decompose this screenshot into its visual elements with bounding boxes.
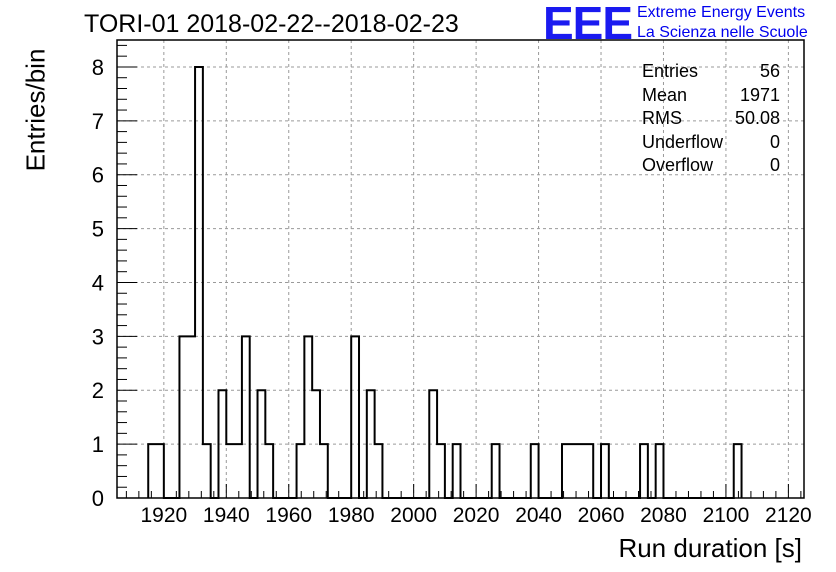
y-tick-label: 2 xyxy=(92,378,104,403)
stat-label: Entries xyxy=(642,61,699,81)
stat-underflow: Underflow 0 xyxy=(642,131,780,155)
x-tick-label: 1940 xyxy=(203,504,250,527)
plot-frame xyxy=(116,39,805,499)
stat-value: 0 xyxy=(769,155,780,175)
logo-line-2: La Scienza nelle Scuole xyxy=(637,24,808,41)
histogram-bin xyxy=(375,444,383,498)
stat-label: Overflow xyxy=(642,155,714,175)
histogram-bin xyxy=(148,444,156,498)
stat-label: Underflow xyxy=(642,131,724,152)
histogram-bin xyxy=(297,444,305,498)
x-axis-label: Run duration [s] xyxy=(618,533,802,563)
y-tick-label: 6 xyxy=(92,163,104,188)
x-tick-label: 2040 xyxy=(515,504,562,527)
stat-rms: RMS 50.08 xyxy=(642,107,780,131)
y-tick-label: 8 xyxy=(92,55,104,80)
stat-mean: Mean 1971 xyxy=(642,84,780,108)
histogram-bin xyxy=(585,444,593,498)
x-tick-label: 1960 xyxy=(265,504,312,527)
grid-lines xyxy=(117,40,804,498)
histogram-bin xyxy=(531,444,539,498)
histogram-bin xyxy=(179,336,187,498)
x-tick-label: 2020 xyxy=(453,504,500,527)
histogram-bin xyxy=(562,444,570,498)
y-tick-label: 7 xyxy=(92,109,104,134)
eee-logo: EEE xyxy=(543,0,633,49)
histogram-bin xyxy=(265,444,273,498)
stat-entries: Entries 56 xyxy=(642,60,780,84)
histogram-bin xyxy=(320,444,328,498)
histogram-bin xyxy=(570,444,578,498)
axis-ticks: 1920 1940 1960 1980 2000 2020 2040 2060 2080 2100… xyxy=(92,44,812,527)
stat-overflow: Overflow 0 xyxy=(642,154,780,178)
y-tick-label: 0 xyxy=(92,486,104,511)
histogram-bin xyxy=(656,444,664,498)
x-tick-label: 2060 xyxy=(578,504,625,527)
stat-label: Mean xyxy=(642,84,688,105)
x-tick-label: 2000 xyxy=(390,504,437,527)
x-tick-label: 2120 xyxy=(765,504,812,527)
stat-value: 1971 xyxy=(739,84,780,105)
x-tick-label: 2100 xyxy=(703,504,750,527)
histogram-bin xyxy=(601,444,609,498)
histogram-bin xyxy=(453,444,461,498)
stat-value: 50.08 xyxy=(734,108,780,128)
y-tick-label: 1 xyxy=(92,432,104,457)
y-tick-label: 4 xyxy=(92,270,104,295)
histogram-bin xyxy=(304,336,312,498)
stats-box: Entries 56 Mean 1971 RMS 50.08 Underflow… xyxy=(642,60,780,178)
logo-line-1: Extreme Energy Events xyxy=(637,4,806,21)
stat-value: 56 xyxy=(759,61,780,81)
histogram-bin xyxy=(492,444,500,498)
histogram-bin xyxy=(734,444,742,498)
histogram-bin xyxy=(437,444,445,498)
histogram-bin xyxy=(203,444,211,498)
histogram-bin xyxy=(156,444,164,498)
stat-label: RMS xyxy=(642,108,682,128)
x-tick-label: 2080 xyxy=(640,504,687,527)
histogram-bin xyxy=(242,336,250,498)
stat-value: 0 xyxy=(769,131,780,152)
y-tick-label: 3 xyxy=(92,324,104,349)
histogram-bin xyxy=(187,336,195,498)
y-axis-label: Entries/bin xyxy=(20,48,51,172)
histogram-bin xyxy=(234,444,242,498)
histogram-bin xyxy=(226,444,234,498)
histogram-bin xyxy=(578,444,586,498)
chart-title: TORI-01 2018-02-22--2018-02-23 xyxy=(84,10,459,38)
histogram-bin xyxy=(640,444,648,498)
x-tick-label: 1920 xyxy=(140,504,187,527)
y-tick-label: 5 xyxy=(92,217,104,242)
x-tick-label: 1980 xyxy=(328,504,375,527)
histogram-bin xyxy=(351,336,359,498)
